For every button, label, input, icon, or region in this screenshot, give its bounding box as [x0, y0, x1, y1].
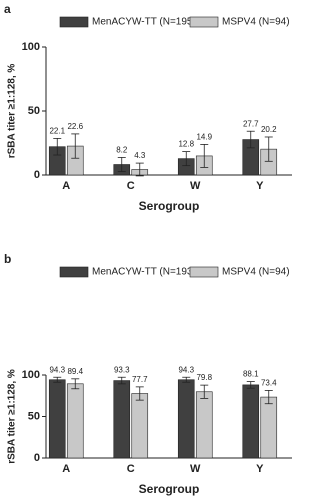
- legend-label: MSPV4 (N=94): [222, 17, 290, 28]
- x-axis-label: Serogroup: [139, 482, 200, 496]
- value-label: 12.8: [178, 140, 194, 149]
- x-tick-label: A: [62, 180, 70, 192]
- error-bar: [246, 381, 255, 389]
- error-bar: [135, 162, 144, 177]
- y-axis-label: rSBA titer ≥1:128, %: [7, 369, 18, 464]
- x-tick-label: A: [62, 463, 70, 475]
- figure: a MenACYW-TT (N=195) MSPV4 (N=94) 0 50 100 rSB…: [4, 2, 292, 496]
- error-bar: [53, 376, 62, 383]
- bar: [131, 393, 149, 459]
- y-tick-label: 100: [22, 369, 40, 381]
- error-bar: [135, 386, 144, 401]
- x-tick-label: Y: [256, 463, 264, 475]
- value-label: 4.3: [134, 151, 146, 160]
- value-label: 14.9: [196, 133, 212, 142]
- legend-label: MenACYW-TT (N=195): [92, 17, 196, 28]
- error-bar: [246, 130, 255, 149]
- error-bar: [200, 384, 209, 399]
- value-label: 8.2: [116, 146, 128, 155]
- bar: [48, 379, 66, 459]
- y-tick-label: 100: [22, 41, 40, 53]
- error-bar: [264, 390, 273, 405]
- value-label: 20.2: [261, 125, 277, 134]
- value-label: 22.6: [67, 122, 83, 131]
- y-tick-label: 50: [28, 105, 40, 117]
- bar: [113, 380, 131, 459]
- legend-swatch: [59, 266, 89, 278]
- x-tick-label: C: [127, 180, 135, 192]
- value-label: 94.3: [49, 365, 65, 374]
- bar: [66, 383, 84, 459]
- y-tick-label: 0: [34, 452, 40, 464]
- bar: [242, 384, 260, 459]
- error-bar: [53, 137, 62, 156]
- bar: [195, 391, 213, 459]
- error-bar: [71, 133, 80, 159]
- value-label: 27.7: [243, 119, 259, 128]
- y-axis-label: rSBA titer ≥1:128, %: [7, 64, 18, 159]
- value-label: 93.3: [114, 365, 130, 374]
- value-label: 77.7: [132, 375, 148, 384]
- value-label: 88.1: [243, 370, 259, 379]
- value-label: 89.4: [67, 367, 83, 376]
- legend-label: MenACYW-TT (N=193): [92, 267, 196, 278]
- error-bar: [117, 157, 126, 172]
- bar: [260, 396, 278, 459]
- y-tick-label: 50: [28, 410, 40, 422]
- error-bar: [264, 136, 273, 162]
- legend-swatch: [59, 16, 89, 28]
- bar: [177, 379, 195, 459]
- x-axis-label: Serogroup: [139, 199, 200, 213]
- error-bar: [71, 378, 80, 390]
- value-label: 73.4: [261, 379, 277, 388]
- legend-swatch: [189, 266, 219, 278]
- x-tick-label: C: [127, 463, 135, 475]
- y-tick-label: 0: [34, 169, 40, 181]
- legend-label: MSPV4 (N=94): [222, 267, 290, 278]
- error-bar: [200, 144, 209, 168]
- error-bar: [117, 376, 126, 385]
- error-bar: [182, 376, 191, 383]
- error-bar: [182, 151, 191, 167]
- x-tick-label: W: [190, 463, 201, 475]
- panel-label: b: [4, 252, 11, 266]
- panel-label: a: [4, 2, 11, 16]
- value-label: 79.8: [196, 373, 212, 382]
- value-label: 94.3: [178, 365, 194, 374]
- value-label: 22.1: [49, 127, 65, 136]
- x-tick-label: W: [190, 180, 201, 192]
- legend-swatch: [189, 16, 219, 28]
- x-tick-label: Y: [256, 180, 264, 192]
